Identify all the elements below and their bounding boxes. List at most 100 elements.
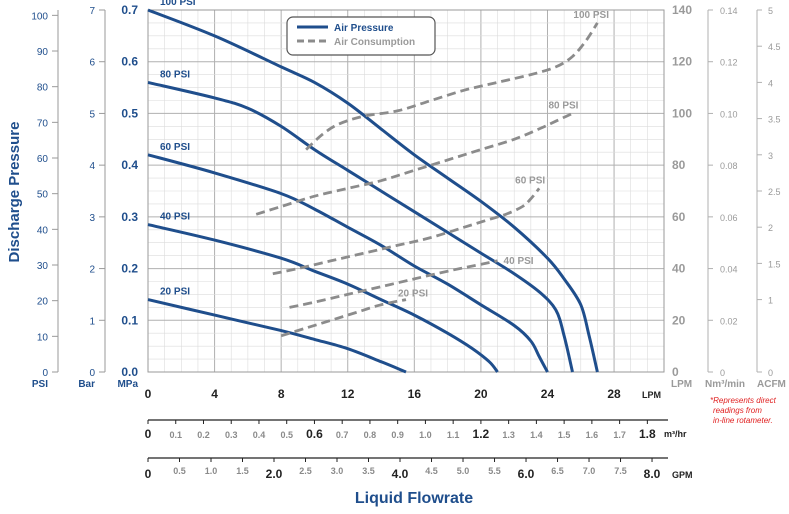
y2-tick-label-acfm: 3.5	[768, 115, 781, 125]
y-tick-label-psi: 100	[31, 11, 48, 22]
air-pressure-line-20-psi	[147, 298, 407, 374]
y2-tick-label-nm3min: 0.08	[720, 161, 738, 171]
x-tick-label-gpm: 5.5	[488, 466, 501, 476]
x-tick-label-gpm: 0.5	[173, 466, 186, 476]
y2-tick-label-lpm: 0	[672, 365, 679, 379]
y2-tick-label-lpm: 60	[672, 210, 686, 224]
x-tick-label-gpm: 6.0	[518, 467, 535, 481]
y-tick-label-psi: 40	[37, 225, 49, 236]
x-tick-label-gpm: 1.0	[205, 466, 218, 476]
x-tick-label-m3hr: 0.5	[280, 430, 293, 440]
x-tick-label-lpm: 8	[278, 387, 285, 401]
y2-tick-label-acfm: 4.5	[768, 42, 781, 52]
x-tick-label-lpm: 20	[474, 387, 488, 401]
legend-label: Air Pressure	[334, 23, 394, 34]
x-tick-label-gpm: 2.0	[266, 467, 283, 481]
pressure-label-40-psi: 40 PSI	[160, 212, 190, 223]
x-tick-label-gpm: 8.0	[644, 467, 661, 481]
air-consumption-line-100-psi	[305, 22, 599, 151]
y-tick-label-bar: 5	[89, 109, 95, 120]
y2-tick-label-nm3min: 0.10	[720, 109, 738, 119]
series-layer	[147, 8, 599, 374]
pressure-label-60-psi: 60 PSI	[160, 142, 190, 153]
note-line: readings from	[713, 406, 762, 415]
y-tick-label-mpa: 0.4	[121, 158, 138, 172]
series-labels: 100 PSI 80 PSI 60 PSI 40 PSI 20 PSI 100 PSI 80…	[160, 0, 609, 300]
y-tick-label-psi: 60	[37, 154, 49, 165]
x-tick-label-lpm: 4	[211, 387, 218, 401]
y2-unit-label-nm3min: Nm³/min	[705, 379, 745, 390]
x-tick-label-m3hr: 0.8	[364, 430, 377, 440]
y-tick-label-psi: 70	[37, 118, 49, 129]
y2-tick-label-nm3min: 0	[720, 368, 725, 378]
pressure-label-80-psi: 80 PSI	[160, 69, 190, 80]
y-tick-label-bar: 3	[89, 213, 95, 224]
y2-tick-label-acfm: 1	[768, 296, 773, 306]
x-tick-label-m3hr: 0.3	[225, 430, 238, 440]
x-tick-label-gpm: 1.5	[236, 466, 249, 476]
y-unit-label-bar: Bar	[78, 379, 95, 390]
legend-label: Air Consumption	[334, 37, 415, 48]
y-tick-label-psi: 50	[37, 190, 49, 201]
y2-tick-label-lpm: 100	[672, 106, 692, 120]
consumption-label-20-psi: 20 PSI	[398, 289, 428, 300]
x-tick-label-m3hr: 1.1	[447, 430, 460, 440]
y-tick-label-mpa: 0.5	[121, 106, 138, 120]
y2-tick-label-acfm: 0	[768, 368, 773, 378]
y-unit-label-psi: PSI	[32, 379, 48, 390]
y2-tick-label-acfm: 2.5	[768, 187, 781, 197]
y2-unit-label-lpm: LPM	[671, 379, 692, 390]
air-consumption-line-40-psi	[289, 259, 498, 309]
x-axis-title: Liquid Flowrate	[355, 490, 473, 507]
air-pressure-line-40-psi	[147, 223, 499, 373]
x-tick-label-m3hr: 1.0	[419, 430, 432, 440]
x-tick-label-m3hr: 0	[145, 427, 152, 441]
y-axis-title: Discharge Pressure	[6, 122, 23, 263]
x-tick-label-gpm: 4.5	[425, 466, 438, 476]
air-consumption-line-20-psi	[280, 298, 407, 338]
y-unit-label-mpa: MPa	[117, 379, 138, 390]
y2-tick-label-acfm: 3	[768, 151, 773, 161]
consumption-label-80-psi: 80 PSI	[548, 100, 578, 111]
x-tick-label-gpm: 2.5	[299, 466, 312, 476]
y2-tick-label-acfm: 4	[768, 78, 773, 88]
x-tick-label-m3hr: 1.6	[586, 430, 599, 440]
y2-tick-label-lpm: 80	[672, 158, 686, 172]
y2-tick-label-nm3min: 0.14	[720, 6, 738, 16]
y2-tick-label-acfm: 2	[768, 223, 773, 233]
pressure-label-20-psi: 20 PSI	[160, 287, 190, 298]
note-line: in-line rotameter.	[713, 416, 773, 425]
y-tick-label-psi: 0	[42, 368, 48, 379]
x-unit-label-gpm: GPM	[672, 470, 693, 480]
x-tick-label-gpm: 3.0	[331, 466, 344, 476]
x-tick-label-lpm: 12	[341, 387, 355, 401]
y-tick-label-bar: 6	[89, 58, 95, 69]
y2-tick-label-lpm: 20	[672, 313, 686, 327]
air-consumption-line-60-psi	[272, 187, 541, 276]
y-tick-label-bar: 0	[89, 368, 95, 379]
y2-tick-label-lpm: 40	[672, 262, 686, 276]
y2-tick-label-nm3min: 0.04	[720, 265, 738, 275]
x-tick-label-m3hr: 1.2	[473, 427, 490, 441]
y-tick-label-psi: 90	[37, 47, 49, 58]
air-consumption-line-80-psi	[255, 112, 574, 216]
y2-unit-label-acfm: ACFM	[757, 379, 786, 390]
x-tick-label-lpm: 28	[607, 387, 621, 401]
y2-tick-label-lpm: 120	[672, 55, 692, 69]
x-tick-label-gpm: 3.5	[362, 466, 375, 476]
x-tick-label-m3hr: 0.6	[306, 427, 323, 441]
x-tick-label-m3hr: 1.5	[558, 430, 571, 440]
consumption-label-60-psi: 60 PSI	[515, 175, 545, 186]
y2-tick-label-acfm: 1.5	[768, 259, 781, 269]
pressure-label-100-psi: 100 PSI	[160, 0, 196, 8]
air-pressure-line-60-psi	[147, 153, 549, 373]
y-tick-label-psi: 30	[37, 261, 49, 272]
y-tick-label-bar: 1	[89, 316, 95, 327]
x-tick-label-m3hr: 1.4	[530, 430, 543, 440]
y-tick-label-mpa: 0.7	[121, 3, 138, 17]
left-axes: 0102030405060708090100PSI01234567Bar0.00…	[31, 3, 138, 390]
y-tick-label-bar: 7	[89, 6, 95, 17]
